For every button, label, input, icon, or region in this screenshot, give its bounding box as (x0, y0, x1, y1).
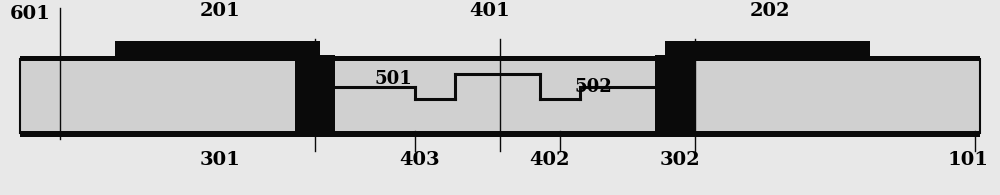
Bar (665, 41, 870, 58)
Text: 601: 601 (10, 5, 51, 23)
Bar (20, 58, 980, 133)
Text: 201: 201 (200, 2, 240, 20)
Text: 402: 402 (530, 151, 570, 169)
Text: 301: 301 (200, 151, 240, 169)
Bar (20, 56, 980, 61)
Bar (115, 41, 320, 58)
Bar (295, 55, 335, 136)
Text: 302: 302 (660, 151, 700, 169)
Text: 101: 101 (948, 151, 988, 169)
Text: 502: 502 (575, 78, 613, 96)
Text: 403: 403 (400, 151, 440, 169)
Bar (655, 55, 695, 136)
Text: 501: 501 (375, 70, 413, 88)
Text: 401: 401 (470, 2, 510, 20)
Text: 202: 202 (750, 2, 790, 20)
Bar (20, 131, 980, 136)
